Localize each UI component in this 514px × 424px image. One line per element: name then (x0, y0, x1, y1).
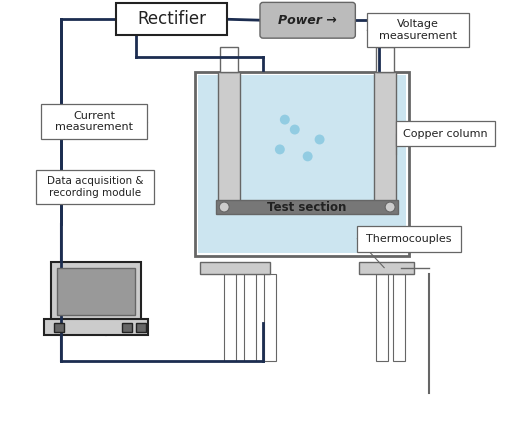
Circle shape (303, 151, 313, 162)
Bar (122, 323, 132, 332)
Bar (44, 319, 148, 335)
Bar (58, 268, 135, 315)
Bar (393, 273, 405, 361)
Text: Power →: Power → (278, 14, 337, 27)
Bar (136, 323, 146, 332)
Bar (368, 13, 469, 47)
Circle shape (280, 114, 290, 125)
Bar (54, 323, 64, 332)
Bar (376, 273, 388, 361)
Bar (359, 262, 414, 273)
Bar (374, 72, 396, 209)
Bar (36, 170, 154, 204)
Bar (357, 226, 461, 252)
Bar (198, 75, 406, 253)
Text: Rectifier: Rectifier (137, 10, 206, 28)
Text: Voltage
measurement: Voltage measurement (379, 20, 457, 41)
Bar (200, 262, 270, 273)
Bar (218, 72, 240, 209)
Text: Thermocouples: Thermocouples (366, 234, 452, 244)
Bar (116, 3, 227, 35)
Bar (264, 273, 276, 361)
Bar (376, 47, 394, 72)
Bar (244, 273, 256, 361)
Bar (224, 273, 236, 361)
FancyBboxPatch shape (260, 3, 355, 38)
Bar (51, 262, 141, 321)
Circle shape (219, 202, 229, 212)
Text: Current
measurement: Current measurement (55, 111, 133, 132)
Bar (216, 200, 398, 214)
Bar (396, 120, 495, 146)
Text: Test section: Test section (267, 201, 347, 214)
Circle shape (290, 125, 300, 134)
Circle shape (385, 202, 395, 212)
Circle shape (275, 145, 285, 154)
Bar (195, 72, 409, 256)
Circle shape (315, 134, 324, 145)
Bar (42, 104, 146, 139)
Bar (220, 47, 238, 72)
Text: Copper column: Copper column (403, 128, 488, 139)
Text: Data acquisition &
recording module: Data acquisition & recording module (47, 176, 143, 198)
